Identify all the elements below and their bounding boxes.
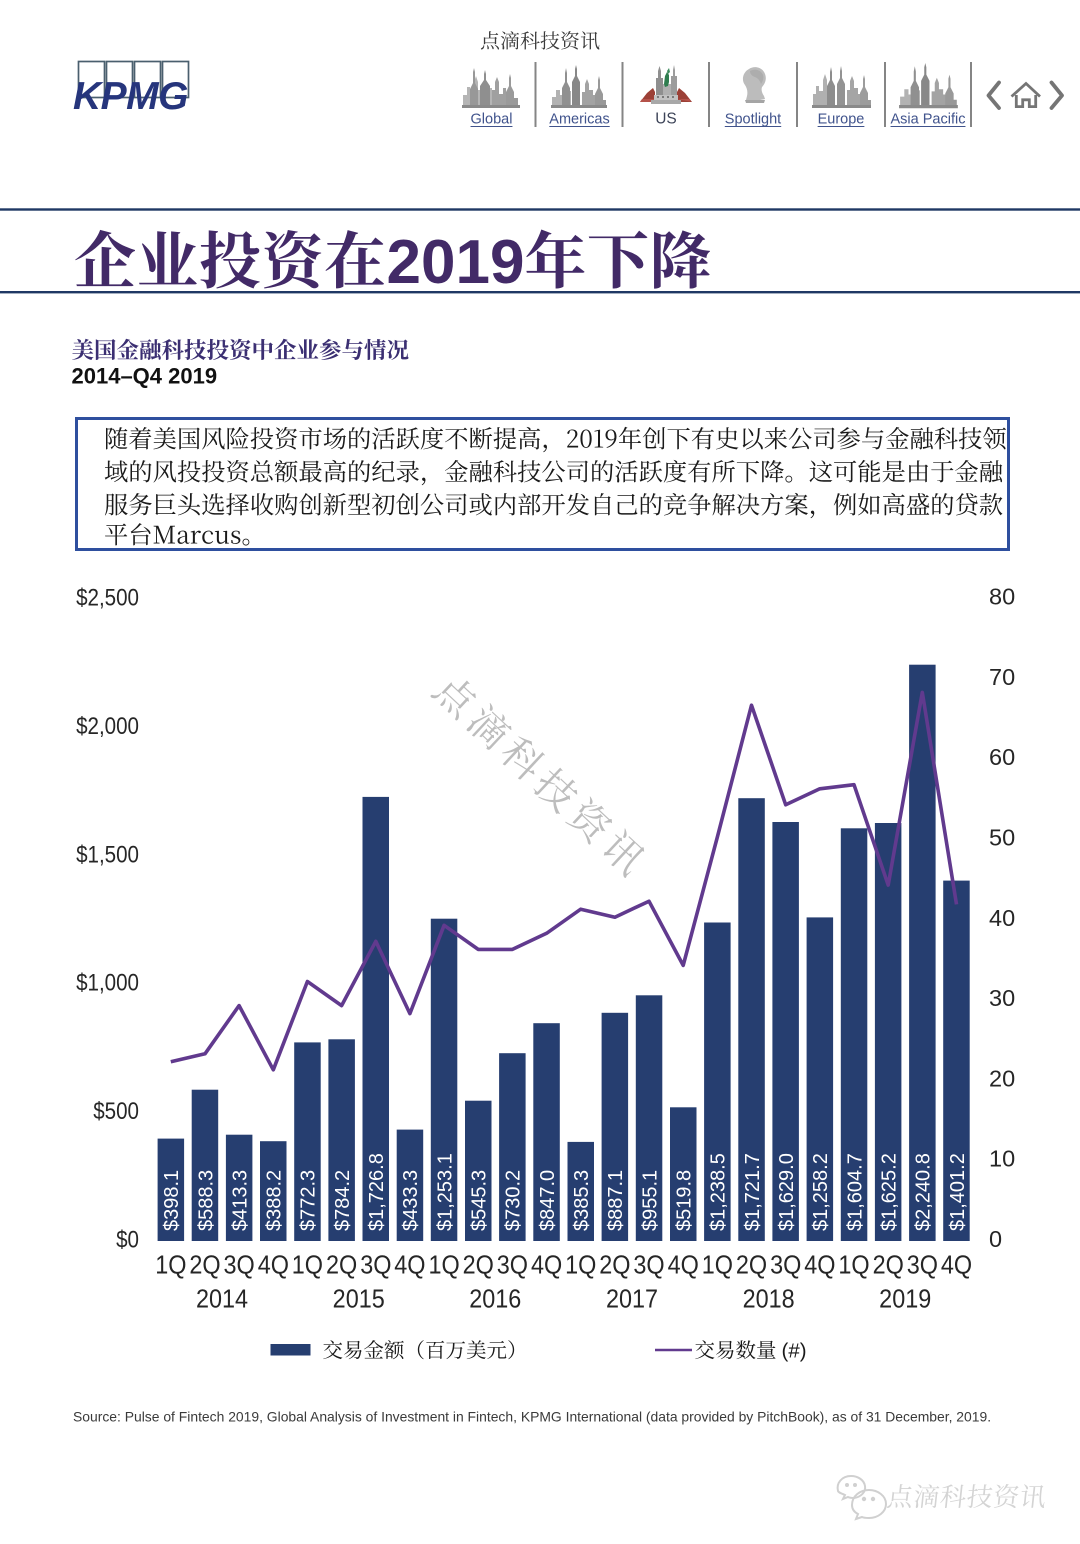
svg-text:$545.3: $545.3 — [469, 1170, 491, 1231]
svg-text:2015: 2015 — [333, 1285, 385, 1313]
svg-text:4Q: 4Q — [668, 1251, 699, 1279]
svg-text:Europe: Europe — [818, 112, 865, 128]
svg-text:$385.3: $385.3 — [571, 1170, 593, 1231]
svg-text:3Q: 3Q — [770, 1251, 801, 1279]
svg-text:50: 50 — [989, 824, 1015, 850]
svg-text:$1,258.2: $1,258.2 — [810, 1153, 832, 1231]
svg-text:60: 60 — [989, 744, 1015, 770]
svg-text:$398.1: $398.1 — [161, 1170, 183, 1231]
svg-text:$730.2: $730.2 — [503, 1170, 525, 1231]
svg-text:$519.8: $519.8 — [674, 1170, 696, 1231]
svg-text:$784.2: $784.2 — [332, 1170, 354, 1231]
svg-text:3Q: 3Q — [223, 1251, 254, 1279]
svg-text:2019: 2019 — [387, 228, 525, 297]
svg-text:$2,240.8: $2,240.8 — [913, 1153, 935, 1231]
svg-text:$955.1: $955.1 — [639, 1170, 661, 1231]
svg-text:$2,500: $2,500 — [76, 584, 139, 611]
svg-text:0: 0 — [989, 1226, 1002, 1252]
svg-text:Spotlight: Spotlight — [725, 112, 781, 128]
svg-text:4Q: 4Q — [941, 1251, 972, 1279]
svg-text:2018: 2018 — [743, 1285, 795, 1313]
svg-text:$500: $500 — [93, 1097, 139, 1124]
svg-text:$588.3: $588.3 — [195, 1170, 217, 1231]
svg-text:$1,500: $1,500 — [76, 841, 139, 868]
svg-text:Americas: Americas — [549, 112, 609, 128]
svg-text:2Q: 2Q — [326, 1251, 357, 1279]
svg-text:3Q: 3Q — [497, 1251, 528, 1279]
svg-text:4Q: 4Q — [394, 1251, 425, 1279]
svg-text:1Q: 1Q — [155, 1251, 186, 1279]
svg-text:$1,401.2: $1,401.2 — [947, 1153, 969, 1231]
svg-text:Source: Pulse of Fintech 2019,: Source: Pulse of Fintech 2019, Global An… — [73, 1409, 991, 1425]
svg-text:$1,629.0: $1,629.0 — [776, 1153, 798, 1231]
svg-text:2Q: 2Q — [599, 1251, 630, 1279]
svg-text:$1,238.5: $1,238.5 — [708, 1153, 730, 1231]
svg-text:$1,721.7: $1,721.7 — [742, 1153, 764, 1231]
svg-text:$1,253.1: $1,253.1 — [434, 1153, 456, 1231]
svg-text:40: 40 — [989, 905, 1015, 931]
svg-text:70: 70 — [989, 664, 1015, 690]
svg-text:2Q: 2Q — [463, 1251, 494, 1279]
svg-text:3Q: 3Q — [360, 1251, 391, 1279]
svg-text:$847.0: $847.0 — [537, 1170, 559, 1231]
svg-text:2017: 2017 — [606, 1285, 658, 1313]
svg-text:3Q: 3Q — [633, 1251, 664, 1279]
svg-text:2Q: 2Q — [873, 1251, 904, 1279]
svg-text:2Q: 2Q — [736, 1251, 767, 1279]
svg-text:3Q: 3Q — [907, 1251, 938, 1279]
svg-text:1Q: 1Q — [292, 1251, 323, 1279]
svg-text:1Q: 1Q — [428, 1251, 459, 1279]
svg-text:(#): (#) — [782, 1340, 807, 1363]
svg-text:$0: $0 — [116, 1226, 139, 1253]
svg-text:2019: 2019 — [879, 1285, 931, 1313]
svg-text:1Q: 1Q — [838, 1251, 869, 1279]
svg-text:4Q: 4Q — [804, 1251, 835, 1279]
svg-text:2014: 2014 — [196, 1285, 248, 1313]
svg-text:$1,604.7: $1,604.7 — [844, 1153, 866, 1231]
svg-text:20: 20 — [989, 1065, 1015, 1091]
svg-text:$388.2: $388.2 — [264, 1170, 286, 1231]
svg-text:$772.3: $772.3 — [298, 1170, 320, 1231]
svg-text:2014–Q4 2019: 2014–Q4 2019 — [72, 364, 218, 389]
svg-text:$887.1: $887.1 — [605, 1170, 627, 1231]
svg-text:$1,726.8: $1,726.8 — [366, 1153, 388, 1231]
svg-text:$433.3: $433.3 — [400, 1170, 422, 1231]
svg-text:2016: 2016 — [469, 1285, 521, 1313]
svg-text:1Q: 1Q — [702, 1251, 733, 1279]
svg-text:80: 80 — [989, 584, 1015, 610]
svg-text:KPMG: KPMG — [73, 75, 188, 118]
svg-text:Global: Global — [471, 112, 513, 128]
svg-text:$1,625.2: $1,625.2 — [879, 1153, 901, 1231]
svg-text:Asia Pacific: Asia Pacific — [891, 112, 966, 128]
svg-text:4Q: 4Q — [531, 1251, 562, 1279]
svg-text:10: 10 — [989, 1146, 1015, 1172]
svg-text:30: 30 — [989, 985, 1015, 1011]
svg-text:2Q: 2Q — [189, 1251, 220, 1279]
svg-text:4Q: 4Q — [258, 1251, 289, 1279]
svg-text:$2,000: $2,000 — [76, 712, 139, 739]
svg-text:$413.3: $413.3 — [229, 1170, 251, 1231]
svg-text:$1,000: $1,000 — [76, 969, 139, 996]
svg-text:US: US — [655, 111, 677, 128]
svg-text:1Q: 1Q — [565, 1251, 596, 1279]
